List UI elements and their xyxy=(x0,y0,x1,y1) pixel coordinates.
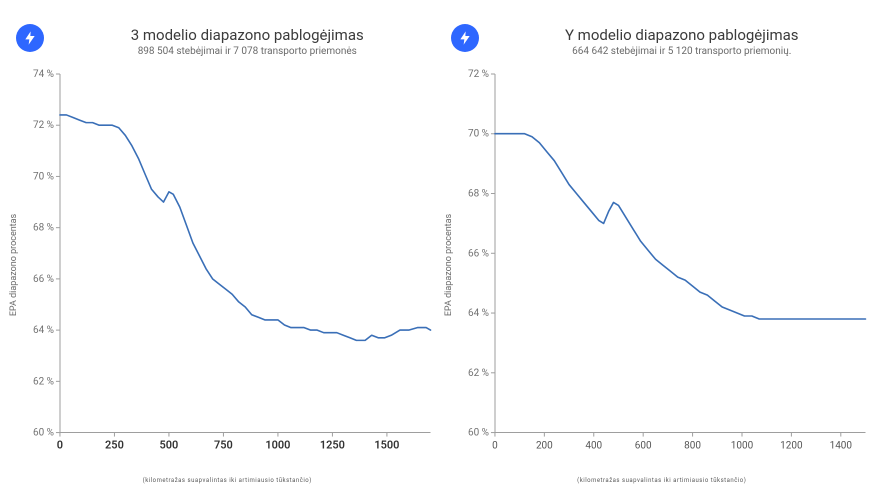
svg-text:66 %: 66 % xyxy=(467,248,488,259)
svg-text:64 %: 64 % xyxy=(467,308,488,319)
svg-text:1400: 1400 xyxy=(829,441,852,452)
svg-text:0: 0 xyxy=(492,441,498,452)
svg-text:64 %: 64 % xyxy=(33,325,54,336)
svg-text:60 %: 60 % xyxy=(33,428,54,439)
chart-panel-modelY: Y modelio diapazono pablogėjimas 664 642… xyxy=(451,20,874,480)
svg-text:400: 400 xyxy=(585,441,602,452)
svg-text:1000: 1000 xyxy=(730,441,753,452)
chart-title: Y modelio diapazono pablogėjimas xyxy=(491,26,874,44)
series-modelY-degradation xyxy=(494,134,865,319)
bolt-glyph xyxy=(22,30,38,46)
svg-text:1000: 1000 xyxy=(265,439,290,452)
series-model3-degradation xyxy=(60,115,431,340)
svg-text:66 %: 66 % xyxy=(33,274,54,285)
panel-row: 3 modelio diapazono pablogėjimas 898 504… xyxy=(0,0,889,500)
svg-text:600: 600 xyxy=(634,441,651,452)
svg-text:62 %: 62 % xyxy=(467,368,488,379)
svg-text:200: 200 xyxy=(535,441,552,452)
chart-svg-model3: 60 % 62 % 64 % 66 % 68 % 70 % 72 % 74 % 0 250 500 7… xyxy=(16,66,439,465)
chart-header: 3 modelio diapazono pablogėjimas 898 504… xyxy=(16,20,439,58)
svg-text:750: 750 xyxy=(214,439,233,452)
chart-subtitle: 898 504 stebėjimai ir 7 078 transporto p… xyxy=(56,46,439,58)
svg-text:1200: 1200 xyxy=(780,441,803,452)
svg-text:68 %: 68 % xyxy=(33,223,54,234)
svg-text:1250: 1250 xyxy=(320,439,345,452)
bolt-icon xyxy=(16,24,44,52)
svg-text:72 %: 72 % xyxy=(467,69,488,80)
chart-title: 3 modelio diapazono pablogėjimas xyxy=(56,26,439,44)
svg-text:500: 500 xyxy=(160,439,179,452)
chart-svg-modelY: 60 % 62 % 64 % 66 % 68 % 70 % 72 % 0 200 400 600 80… xyxy=(451,66,874,465)
svg-text:72 %: 72 % xyxy=(33,120,54,131)
svg-text:250: 250 xyxy=(105,439,124,452)
y-axis-label: EPA diapazono procentas xyxy=(444,214,454,316)
chart-area: EPA diapazono procentas 60 %62 %64 %66 %… xyxy=(16,66,439,465)
svg-text:74 %: 74 % xyxy=(33,69,54,80)
chart-header: Y modelio diapazono pablogėjimas 664 642… xyxy=(451,20,874,58)
chart-panel-model3: 3 modelio diapazono pablogėjimas 898 504… xyxy=(16,20,439,480)
svg-text:0: 0 xyxy=(57,439,63,452)
bolt-glyph xyxy=(457,30,473,46)
svg-text:70 %: 70 % xyxy=(33,171,54,182)
svg-text:60 %: 60 % xyxy=(467,428,488,439)
svg-text:1500: 1500 xyxy=(374,439,399,452)
chart-subtitle: 664 642 stebėjimai ir 5 120 transporto p… xyxy=(491,46,874,58)
chart-area: EPA diapazono procentas 60 %62 %64 %66 %… xyxy=(451,66,874,465)
page-root: 3 modelio diapazono pablogėjimas 898 504… xyxy=(0,0,889,500)
y-axis-label: EPA diapazono procentas xyxy=(9,214,19,316)
svg-text:70 %: 70 % xyxy=(467,129,488,140)
x-axis-caption: (kilometražas suapvalintas iki artimiaus… xyxy=(451,477,874,484)
svg-text:800: 800 xyxy=(684,441,701,452)
bolt-icon xyxy=(451,24,479,52)
x-axis-caption: (kilometražas suapvalintas iki artimiaus… xyxy=(16,477,439,484)
svg-text:68 %: 68 % xyxy=(467,189,488,200)
svg-text:62 %: 62 % xyxy=(33,376,54,387)
